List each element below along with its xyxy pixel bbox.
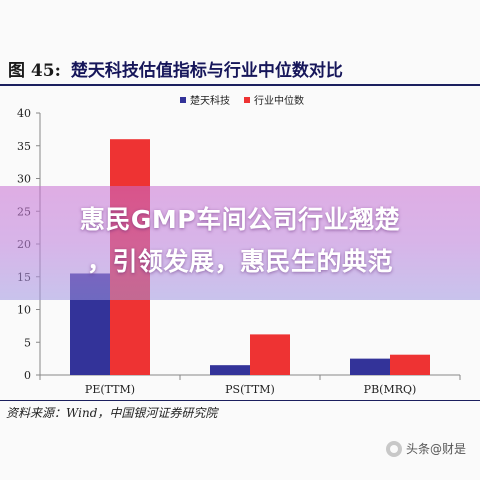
x-tick-label: PE(TTM): [85, 383, 135, 396]
legend-swatch-series-0: [180, 96, 186, 103]
bar-2-1: [390, 354, 430, 375]
watermark: 头条@财是: [385, 440, 466, 457]
legend-item-series-0: 楚天科技: [180, 92, 230, 107]
watermark-text: 头条@财是: [405, 442, 466, 456]
y-tick-label: 30: [17, 173, 31, 186]
source-divider: [0, 400, 480, 401]
bar-2-0: [350, 358, 390, 375]
legend-item-series-1: 行业中位数: [244, 92, 304, 107]
circle-logo-icon: [385, 440, 402, 457]
chart-legend: 楚天科技 行业中位数: [180, 92, 304, 107]
source-note: 资料来源：Wind，中国银河证券研究院: [6, 406, 218, 420]
y-tick-label: 10: [17, 304, 31, 317]
legend-label-series-0: 楚天科技: [190, 96, 230, 107]
headline-line-1: 惠民GMP车间公司行业翘楚: [79, 205, 401, 234]
x-tick-label: PS(TTM): [225, 383, 275, 396]
figure-title: 图 45: 楚天科技估值指标与行业中位数对比: [8, 56, 343, 81]
y-tick-label: 35: [17, 140, 31, 153]
legend-label-series-1: 行业中位数: [254, 96, 304, 107]
bar-1-1: [250, 334, 290, 375]
figure-title-text: 楚天科技估值指标与行业中位数对比: [70, 61, 343, 81]
headline-banner: 惠民GMP车间公司行业翘楚 ，引领发展，惠民生的典范: [0, 186, 480, 300]
bar-1-0: [210, 365, 250, 375]
title-divider: [0, 84, 480, 86]
legend-swatch-series-1: [244, 96, 250, 103]
y-tick-label: 0: [24, 369, 31, 382]
y-tick-label: 5: [24, 336, 31, 349]
figure-number: 图 45:: [8, 61, 61, 81]
y-tick-label: 40: [17, 107, 31, 120]
x-tick-label: PB(MRQ): [364, 383, 417, 396]
headline-line-2: ，引领发展，惠民生的典范: [86, 247, 393, 276]
